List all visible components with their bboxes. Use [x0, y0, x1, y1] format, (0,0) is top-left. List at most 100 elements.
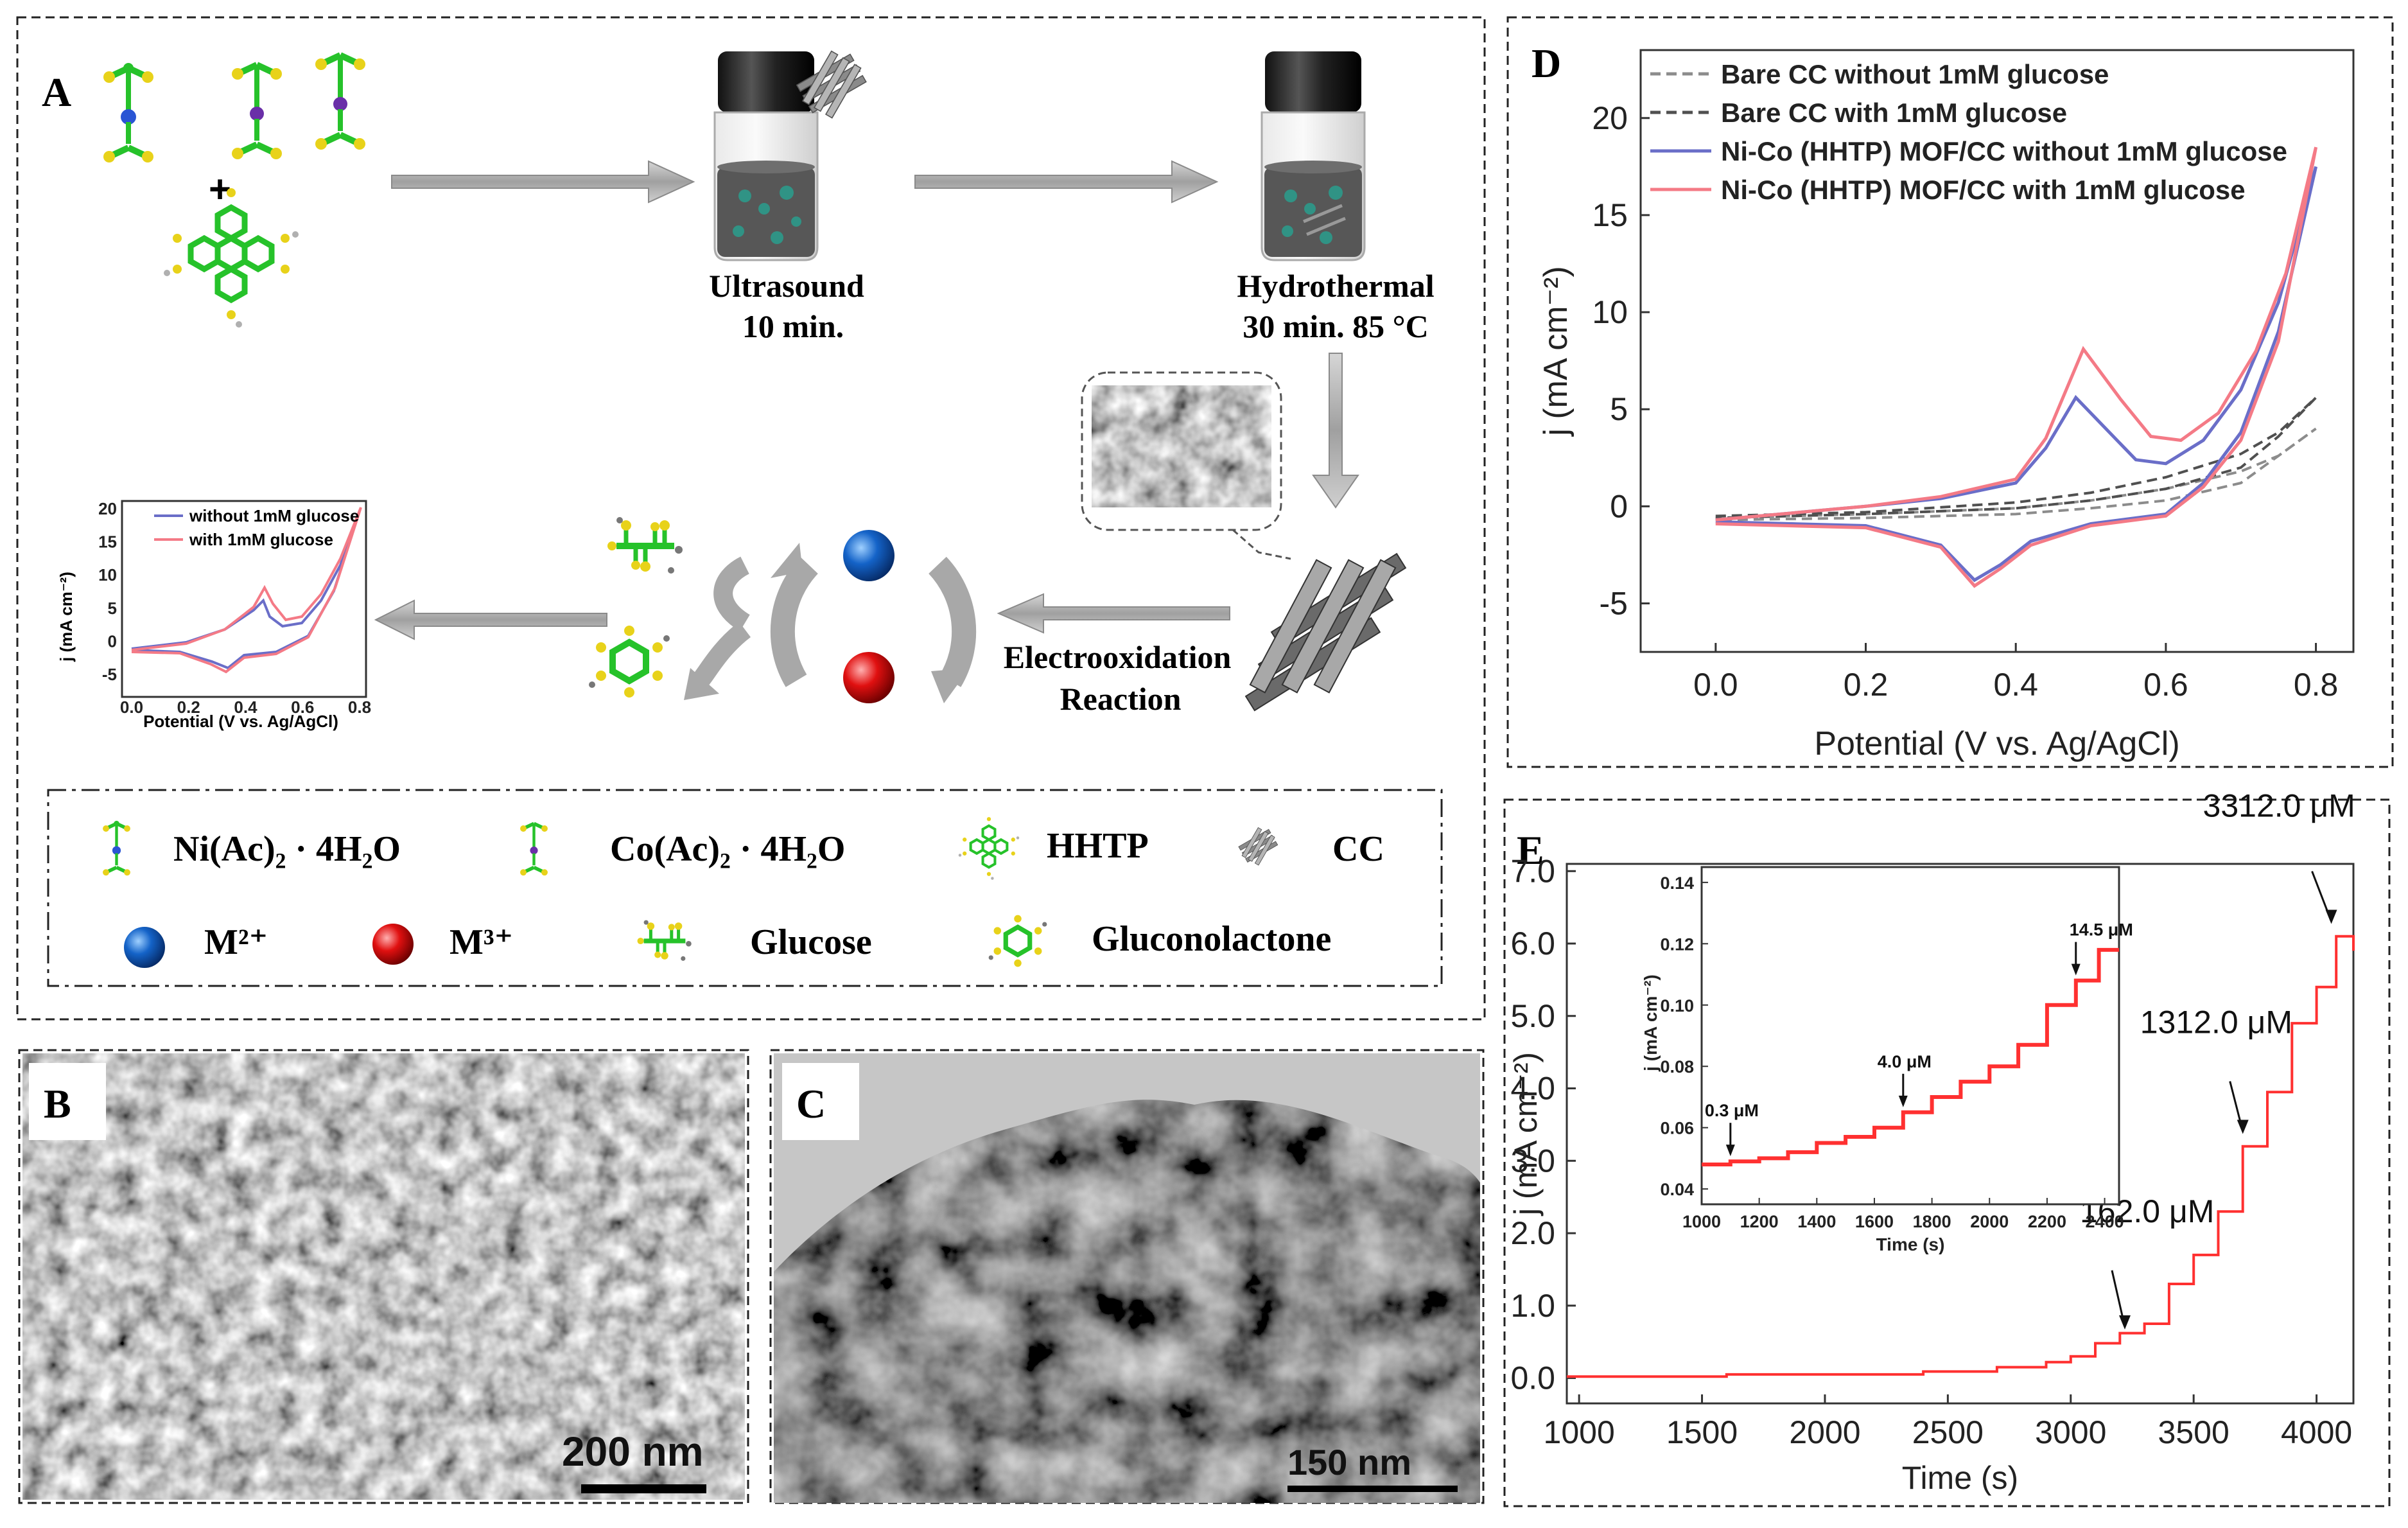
key-gluconolactone-icon [989, 915, 1047, 967]
amp-xtick-label: 1500 [1666, 1414, 1738, 1450]
key-m3-icon [372, 924, 414, 965]
panel-c-label: C [796, 1081, 826, 1127]
inset-xtick-label: 1800 [1913, 1212, 1951, 1231]
mini-xtick-label: 0.8 [348, 698, 371, 717]
cobalt-acetate-molecule [232, 55, 365, 159]
arrow-down-to-product [1312, 353, 1359, 509]
inset-xtick-label: 1600 [1855, 1212, 1894, 1231]
inset-ytick-label: 0.06 [1660, 1119, 1694, 1138]
amp-xtick-label: 2000 [1789, 1414, 1860, 1450]
inset-xtick-label: 1400 [1797, 1212, 1836, 1231]
cv-xtick-label: 0.0 [1693, 667, 1738, 703]
panel-a: A + Ultrasound 10 min. [42, 50, 1443, 987]
inset-annotation-label: 4.0 μM [1878, 1052, 1932, 1071]
inset-ytick-label: 0.10 [1660, 996, 1694, 1015]
key-m2-label: M²⁺ [204, 922, 268, 962]
nickel-acetate-molecule [103, 63, 153, 162]
cv-legend-label: Ni-Co (HHTP) MOF/CC with 1mM glucose [1721, 175, 2246, 205]
mini-legend-with: with 1mM glucose [189, 530, 333, 549]
panel-a-frame [16, 16, 1486, 1021]
cv-ytick-label: 15 [1592, 197, 1628, 233]
cv-ylabel: j (mA cm⁻²) [1537, 266, 1575, 437]
amp-xlabel: Time (s) [1902, 1460, 2018, 1496]
inset-ytick-label: 0.14 [1660, 874, 1694, 893]
cv-xtick-label: 0.4 [1993, 667, 2038, 703]
mini-ylabel: j (mA cm⁻²) [57, 572, 76, 662]
mini-ytick-label: 10 [98, 565, 117, 584]
amp-annotation-label: 3312.0 μM [2203, 787, 2355, 823]
inset-plot-area [1700, 866, 2120, 1206]
mof-carbon-cloth [1244, 552, 1407, 712]
amp-xtick-label: 2500 [1912, 1414, 1984, 1450]
sem-scale-label: 200 nm [562, 1428, 704, 1475]
m3-ion-sphere [843, 652, 894, 703]
amperometry-inset-chart: 1000 1200 1400 1600 1800 2000 2200 2400 0.04 0.06… [1641, 866, 2133, 1254]
amp-ytick-label: 6.0 [1510, 926, 1555, 962]
plus-sign: + [209, 168, 231, 211]
mini-xlabel: Potential (V vs. Ag/AgCl) [143, 712, 338, 731]
inset-annotation-arrowhead [1725, 1145, 1735, 1157]
panel-e: E 1000 1500 2000 2500 3000 3500 4000 0.0 1.0 2.0 3… [1508, 787, 2355, 1496]
cv-xtick-label: 0.8 [2294, 667, 2339, 703]
key-cc-icon [1238, 827, 1278, 866]
hydrothermal-conditions: 30 min. 85 °C [1243, 308, 1428, 344]
amp-ytick-label: 7.0 [1510, 853, 1555, 889]
mini-xtick-label: 0.6 [291, 698, 314, 717]
amp-annotation-arrowhead [2237, 1120, 2249, 1134]
ultrasound-vial [713, 50, 819, 261]
key-ni-label: Ni(Ac)₂ · 4H₂O [173, 829, 401, 869]
panel-c-frame [769, 1049, 1485, 1504]
arrow-to-mini-plot [374, 599, 607, 640]
amp-ytick-label: 0.0 [1510, 1360, 1555, 1396]
key-glucose-label: Glucose [750, 922, 872, 962]
cv-ytick-label: 10 [1592, 294, 1628, 330]
panel-b-frame [18, 1049, 749, 1504]
panel-b: B 200 nm [22, 1053, 745, 1500]
arrow-to-ultrasound [391, 161, 694, 203]
panel-d-label: D [1531, 40, 1561, 86]
key-m3-label: M³⁺ [449, 922, 513, 962]
cv-ytick-label: 0 [1610, 488, 1628, 524]
sem-image [22, 1053, 745, 1500]
key-m2-icon [124, 927, 165, 968]
inset-ytick-label: 0.12 [1660, 935, 1694, 954]
m2-ion-sphere [843, 530, 894, 581]
key-gluconolactone-label: Gluconolactone [1092, 919, 1331, 959]
cv-plot-area [1639, 49, 2355, 653]
cv-series-line [1715, 427, 2317, 522]
cv-legend-label: Bare CC with 1mM glucose [1721, 98, 2067, 128]
inset-xtick-label: 2400 [2086, 1212, 2124, 1231]
ultrasound-time: 10 min. [742, 308, 844, 344]
panel-a-label: A [42, 69, 71, 115]
key-hhtp-icon [959, 817, 1020, 880]
inset-xtick-label: 2000 [1970, 1212, 2009, 1231]
key-hhtp-label: HHTP [1047, 826, 1149, 866]
inset-xtick-label: 2200 [2028, 1212, 2066, 1231]
amp-ytick-label: 5.0 [1510, 998, 1555, 1034]
inset-ytick-label: 0.04 [1660, 1180, 1694, 1199]
sem-inset-bubble [1081, 371, 1291, 560]
panel-d: D 0.0 0.2 0.4 0.6 0.8 -5 0 5 10 15 20 Potential (V … [1531, 40, 2355, 762]
cv-ytick-label: -5 [1600, 585, 1628, 621]
amp-plot-area [1566, 863, 2355, 1405]
glucose-molecule [607, 517, 683, 574]
cv-xlabel: Potential (V vs. Ag/AgCl) [1814, 725, 2179, 762]
mini-ytick-label: 5 [108, 599, 117, 618]
arrow-to-cycle [997, 593, 1230, 634]
amp-xtick-label: 4000 [2281, 1414, 2352, 1450]
key-co-icon [520, 823, 548, 875]
key-cc-label: CC [1332, 829, 1384, 869]
mini-ytick-label: 20 [98, 499, 117, 518]
hhtp-molecule [164, 188, 299, 328]
mini-xtick-label: 0.0 [120, 698, 143, 717]
reaction-label: Reaction [1060, 681, 1182, 717]
amp-ytick-label: 2.0 [1510, 1215, 1555, 1251]
amp-series-line [1567, 935, 2355, 1378]
cv-series-line [1715, 396, 2317, 520]
amp-ylabel: j (mA cm⁻²) [1508, 1052, 1544, 1216]
mini-ytick-label: 0 [108, 631, 117, 651]
inset-series-line [1702, 947, 2119, 1166]
amp-xtick-label: 1000 [1544, 1414, 1615, 1450]
key-glucose-icon [638, 920, 692, 961]
cv-legend-label: Ni-Co (HHTP) MOF/CC without 1mM glucose [1721, 136, 2287, 166]
